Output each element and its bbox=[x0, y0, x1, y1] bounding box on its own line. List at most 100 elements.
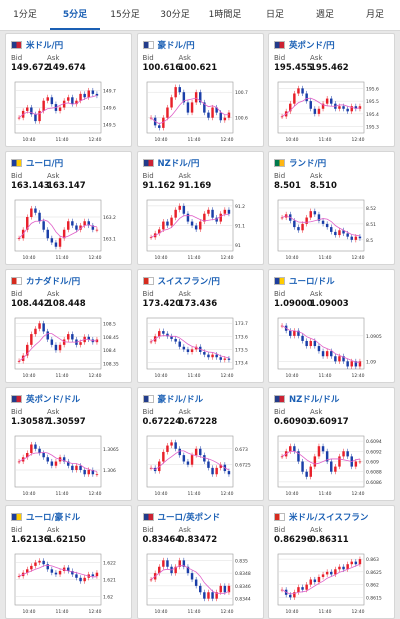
tab-1min[interactable]: 1分足 bbox=[13, 10, 37, 20]
bid-label: Bid bbox=[274, 526, 286, 534]
rate-card[interactable]: 豪ドル/ドル Bid Ask 0.67224 0.67228 0.673 0.6725 10:… bbox=[136, 387, 264, 501]
pair-name[interactable]: ユーロ/豪ドル bbox=[26, 512, 81, 523]
rate-card[interactable]: NZドル/円 Bid Ask 91.162 91.169 91.2 91.1 91 10:40 1… bbox=[136, 151, 264, 265]
bid-label: Bid bbox=[11, 54, 23, 62]
card-header: 豪ドル/ドル bbox=[142, 392, 263, 405]
x-tick-label: 12:40 bbox=[220, 609, 233, 615]
card-header: ユーロ/豪ドル bbox=[11, 510, 131, 523]
y-tick-label: 108.35 bbox=[103, 362, 119, 368]
pair-name[interactable]: ユーロ/英ポンド bbox=[157, 512, 221, 523]
pair-name[interactable]: スイスフラン/円 bbox=[157, 276, 220, 287]
pair-name[interactable]: 米ドル/スイスフラン bbox=[289, 512, 369, 523]
bid-value: 0.60903 bbox=[274, 417, 313, 427]
tab-15min[interactable]: 15分足 bbox=[110, 10, 140, 20]
pair-name[interactable]: NZドル/円 bbox=[157, 158, 200, 169]
tab-monthly[interactable]: 月足 bbox=[365, 10, 384, 20]
candle-body bbox=[75, 225, 78, 230]
rate-card[interactable]: 英ポンド/円 Bid Ask 195.455 195.462 195.6 195.5 195.… bbox=[268, 33, 395, 147]
candlestick-chart: 1.0905 1.09 10:40 11:40 12:40 bbox=[277, 317, 382, 379]
pair-name[interactable]: 豪ドル/ドル bbox=[157, 394, 204, 405]
y-tick-label: 0.6092 bbox=[366, 449, 382, 455]
bid-value: 1.30587 bbox=[11, 417, 50, 427]
x-tick-label: 12:40 bbox=[352, 491, 365, 497]
candle-body bbox=[202, 592, 206, 599]
candle-body bbox=[17, 117, 21, 119]
candle-body bbox=[71, 465, 74, 470]
candle-body bbox=[350, 106, 353, 112]
pair-name[interactable]: NZドル/ドル bbox=[289, 394, 340, 405]
ask-value: 8.510 bbox=[310, 181, 337, 191]
candle-body bbox=[309, 579, 312, 585]
candle-body bbox=[334, 466, 337, 472]
candle-body bbox=[227, 112, 230, 118]
candle-body bbox=[87, 336, 90, 340]
candle-body bbox=[62, 457, 66, 462]
candle-body bbox=[67, 567, 70, 571]
candle-body bbox=[149, 237, 152, 239]
tab-1hour[interactable]: 1時間足 bbox=[208, 10, 242, 20]
candle-body bbox=[301, 587, 304, 590]
rate-card[interactable]: 米ドル/円 Bid Ask 149.672 149.674 149.7 149.6 149.5… bbox=[5, 33, 132, 147]
candle-body bbox=[34, 562, 37, 566]
pair-name[interactable]: 英ポンド/円 bbox=[289, 40, 335, 51]
candle-body bbox=[178, 560, 181, 567]
pair-name[interactable]: ユーロ/ドル bbox=[289, 276, 335, 287]
candle-body bbox=[293, 93, 296, 104]
y-tick-label: 100.6 bbox=[235, 116, 248, 122]
candle-body bbox=[206, 209, 210, 214]
candle-body bbox=[289, 103, 292, 112]
bid-value: 0.83464 bbox=[142, 535, 182, 545]
candle-body bbox=[173, 442, 177, 449]
y-tick-label: 8.5 bbox=[366, 238, 373, 244]
pair-name[interactable]: ユーロ/円 bbox=[26, 158, 64, 169]
candle-body bbox=[91, 90, 95, 94]
ask-label: Ask bbox=[310, 290, 323, 298]
bid-value: 108.442 bbox=[11, 299, 50, 309]
candle-body bbox=[46, 97, 49, 101]
y-tick-label: 195.6 bbox=[366, 86, 379, 92]
rate-card[interactable]: ユーロ/豪ドル Bid Ask 1.62136 1.62150 1.622 1.621 1.6… bbox=[5, 505, 132, 619]
rate-card[interactable]: 米ドル/スイスフラン Bid Ask 0.86296 0.86311 0.863 0.862… bbox=[268, 505, 395, 619]
flag-icon bbox=[11, 512, 22, 521]
rate-card[interactable]: NZドル/ドル Bid Ask 0.60903 0.60917 0.6094 0.6092 0… bbox=[268, 387, 395, 501]
moving-average-line bbox=[18, 94, 98, 119]
candle-body bbox=[210, 209, 214, 218]
candle-body bbox=[161, 451, 165, 462]
tab-30min[interactable]: 30分足 bbox=[160, 10, 190, 20]
candle-body bbox=[206, 112, 210, 118]
pair-name[interactable]: 米ドル/円 bbox=[26, 40, 64, 51]
rate-card[interactable]: ユーロ/ドル Bid Ask 1.09000 1.09003 1.0905 1.09 10:4… bbox=[268, 269, 395, 383]
candle-body bbox=[67, 97, 70, 101]
candle-body bbox=[338, 456, 341, 467]
candle-body bbox=[198, 221, 201, 230]
pair-name[interactable]: カナダドル/円 bbox=[26, 276, 81, 287]
candle-body bbox=[358, 236, 362, 239]
tab-5min[interactable]: 5分足 bbox=[50, 0, 100, 30]
rate-card[interactable]: ランド/円 Bid Ask 8.501 8.510 8.52 8.51 8.5 10:40 11:… bbox=[268, 151, 395, 265]
candlestick-chart: 163.2 163.1 10:40 11:40 12:40 bbox=[14, 199, 116, 261]
candle-body bbox=[334, 356, 337, 362]
rate-card[interactable]: 英ポンド/ドル Bid Ask 1.30587 1.30597 1.3065 1.306 10… bbox=[5, 387, 132, 501]
ask-label: Ask bbox=[47, 526, 60, 534]
candle-body bbox=[182, 92, 185, 103]
rate-card[interactable]: カナダドル/円 Bid Ask 108.442 108.448 108.5 108.45 10… bbox=[5, 269, 132, 383]
pair-name[interactable]: ランド/円 bbox=[289, 158, 327, 169]
pair-name[interactable]: 英ポンド/ドル bbox=[26, 394, 81, 405]
candle-body bbox=[334, 569, 337, 575]
tab-weekly[interactable]: 週足 bbox=[315, 10, 334, 20]
tab-daily[interactable]: 日足 bbox=[265, 10, 284, 20]
rate-card[interactable]: 豪ドル/円 Bid Ask 100.616 100.621 100.7 100.6 10:40… bbox=[136, 33, 264, 147]
pair-name[interactable]: 豪ドル/円 bbox=[157, 40, 195, 51]
candle-body bbox=[34, 328, 37, 335]
flag-icon bbox=[274, 40, 285, 49]
rate-card[interactable]: ユーロ/円 Bid Ask 163.143 163.147 163.2 163.1 10:40… bbox=[5, 151, 132, 265]
rate-card[interactable]: スイスフラン/円 Bid Ask 173.420 173.436 173.7 173.6 17… bbox=[136, 269, 264, 383]
rate-card[interactable]: ユーロ/英ポンド Bid Ask 0.83464 0.83472 0.835 0.8348 0… bbox=[136, 505, 264, 619]
candle-body bbox=[305, 584, 308, 590]
candle-body bbox=[67, 221, 70, 230]
y-tick-label: 108.5 bbox=[103, 321, 116, 327]
card-header: 豪ドル/円 bbox=[142, 38, 263, 51]
candle-body bbox=[75, 465, 78, 470]
candle-body bbox=[206, 592, 210, 599]
bid-label: Bid bbox=[11, 526, 23, 534]
